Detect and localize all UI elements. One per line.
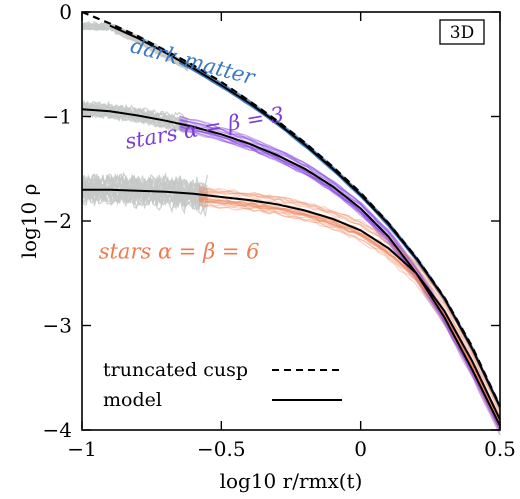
legend-label: model <box>103 389 162 411</box>
stars3-track <box>179 115 501 424</box>
stars3-track <box>179 125 501 432</box>
stars3-track <box>179 128 501 428</box>
stars6-track <box>198 200 501 435</box>
x-axis-label: log10 r/rmx(t) <box>220 469 363 493</box>
stars6-track <box>198 189 501 408</box>
stars3-track <box>179 121 501 430</box>
model-line-dark-matter <box>109 24 501 408</box>
scatter-track-stars6 <box>81 184 208 213</box>
stars3-track <box>179 127 501 436</box>
stars6-track <box>198 200 501 425</box>
scatter-track-dark-matter <box>81 26 189 71</box>
stars3-track <box>179 125 501 431</box>
x-tick-label: 0 <box>354 437 367 461</box>
stars6-track <box>199 188 501 409</box>
scatter-track-stars3 <box>81 110 189 134</box>
truncated-cusp-line <box>81 10 501 407</box>
stars3-track <box>179 125 501 432</box>
x-tick-label: 0.5 <box>484 437 516 461</box>
model-line-stars3 <box>81 108 501 427</box>
y-tick-label: −4 <box>43 418 72 442</box>
axis-ticks-layer: −1 −0.5 0 0.5 0 −1 −2 −3 −4 <box>43 0 516 461</box>
stars3-track <box>179 122 501 421</box>
y-tick-label: −2 <box>43 209 72 233</box>
stars3-track <box>179 123 501 431</box>
stars6-track <box>198 198 501 425</box>
x-tick-label: −1 <box>67 437 96 461</box>
stars6-track <box>198 189 501 413</box>
y-tick-label: 0 <box>59 0 72 24</box>
stars6-track <box>198 201 501 424</box>
model-lines-layer <box>81 10 501 427</box>
stars6-track <box>198 185 501 419</box>
tag-label: 3D <box>450 23 474 43</box>
y-tick-label: −3 <box>43 314 72 338</box>
stars3-track <box>179 130 501 429</box>
tag-box: 3D <box>439 19 485 45</box>
y-axis-label: log10 ρ <box>17 184 41 259</box>
annotation-stars6: stars α = β = 6 <box>99 240 260 264</box>
tag-frame <box>439 19 485 45</box>
stars3-track <box>179 126 501 429</box>
scatter-track-stars3 <box>81 104 189 130</box>
x-tick-label: −0.5 <box>197 437 246 461</box>
annotation-dark-matter: dark matter <box>128 33 259 90</box>
stars6-track <box>198 189 501 415</box>
stars3-track <box>179 119 501 424</box>
legend-label: truncated cusp <box>103 359 248 381</box>
scatter-track-stars6 <box>81 174 209 196</box>
scatter-track-stars6 <box>81 173 208 198</box>
legend: truncated cusp model <box>103 359 342 411</box>
stars6-track <box>198 199 501 419</box>
y-tick-label: −1 <box>43 105 72 129</box>
model-line-stars6 <box>82 188 501 421</box>
stars3-track <box>179 128 501 431</box>
stars6-track <box>198 199 501 423</box>
